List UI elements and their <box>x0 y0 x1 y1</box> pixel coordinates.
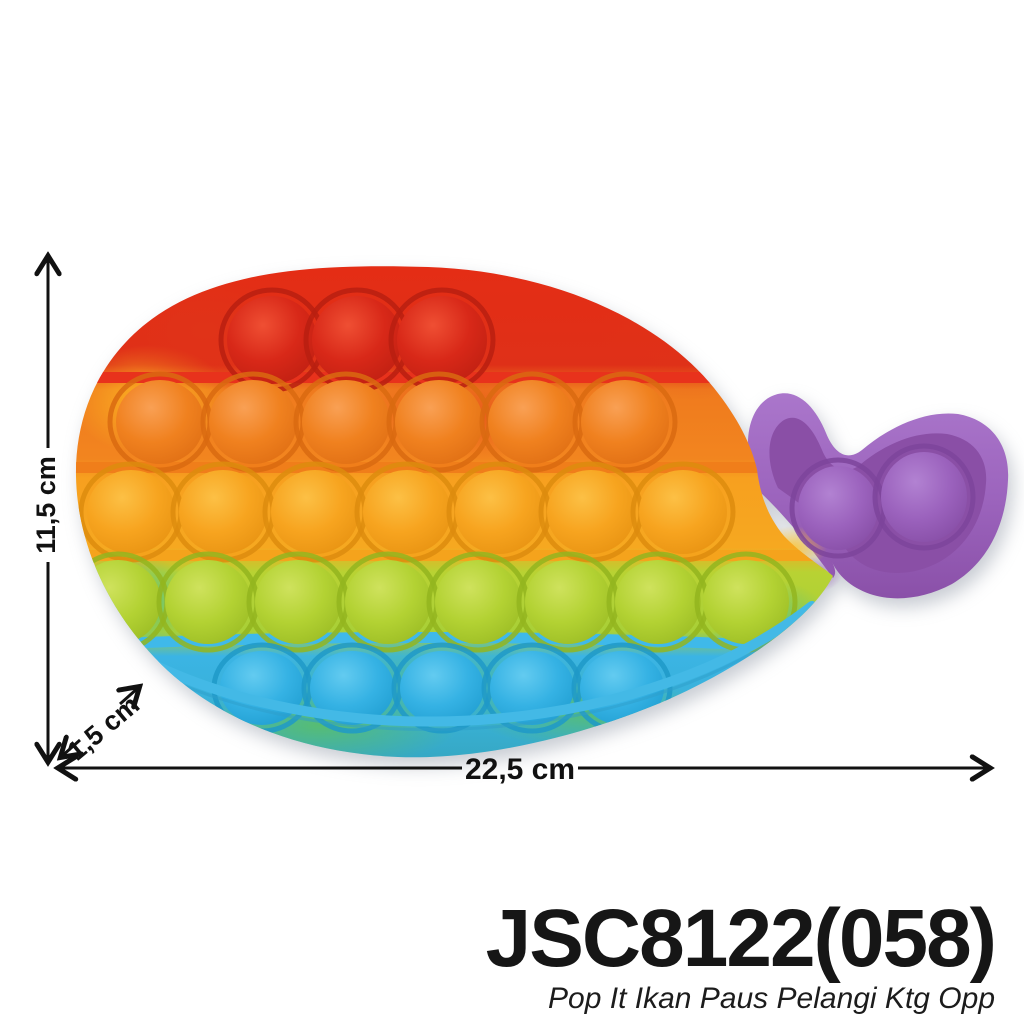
pop-bubble-blue <box>310 651 394 725</box>
whale-body <box>75 266 833 758</box>
pop-bubble-purple <box>798 466 878 550</box>
pop-bubble-yellow <box>639 470 727 554</box>
pop-bubble-yellow <box>455 470 543 554</box>
whale-mouth-shadow <box>111 612 813 731</box>
pop-bubble-green <box>345 560 431 644</box>
pop-bubble-orange <box>581 380 669 464</box>
height-label: 11,5 cm <box>31 456 61 554</box>
pop-bubble-green <box>525 560 611 644</box>
pop-bubble-yellow <box>363 470 451 554</box>
pop-bubble-blue <box>220 651 304 725</box>
dimension-height: 11,5 cm <box>31 258 61 760</box>
pop-bubble-green <box>703 560 789 644</box>
whale-toy <box>75 266 1009 758</box>
pop-bubble-red <box>312 296 402 384</box>
pop-bubble-orange <box>488 380 576 464</box>
pop-bubble-orange <box>209 380 297 464</box>
pop-bubble-orange <box>116 380 204 464</box>
pop-bubble-blue <box>490 651 574 725</box>
pop-bubble-yellow <box>547 470 635 554</box>
pop-bubble-yellow <box>271 470 359 554</box>
dimension-thickness: 1,5 cm <box>61 688 145 766</box>
pop-bubble-red <box>227 296 317 384</box>
bubble-ring <box>872 443 976 551</box>
pop-bubble-green <box>165 560 251 644</box>
pop-bubble-orange <box>395 380 483 464</box>
pop-bubble-blue <box>400 651 484 725</box>
pop-bubble-green <box>435 560 521 644</box>
pop-bubble-orange <box>302 380 390 464</box>
pop-bubble-green <box>75 560 161 644</box>
pop-bubble-yellow <box>179 470 267 554</box>
pop-bubble-yellow <box>87 470 175 554</box>
product-code: JSC8122(058) <box>486 893 995 984</box>
product-name: Pop It Ikan Paus Pelangi Ktg Opp <box>548 982 995 1015</box>
whale-mouth-line <box>107 601 817 727</box>
width-label: 22,5 cm <box>465 753 575 786</box>
dimension-width: 22,5 cm <box>60 753 988 786</box>
pop-bubble-purple <box>881 452 967 542</box>
tail-bubbles <box>789 443 976 559</box>
pop-bubble-green <box>255 560 341 644</box>
pop-bubble-red <box>397 296 487 384</box>
thickness-label: 1,5 cm <box>61 689 145 766</box>
pop-bubble-green <box>615 560 701 644</box>
bubble-ring <box>572 371 678 473</box>
